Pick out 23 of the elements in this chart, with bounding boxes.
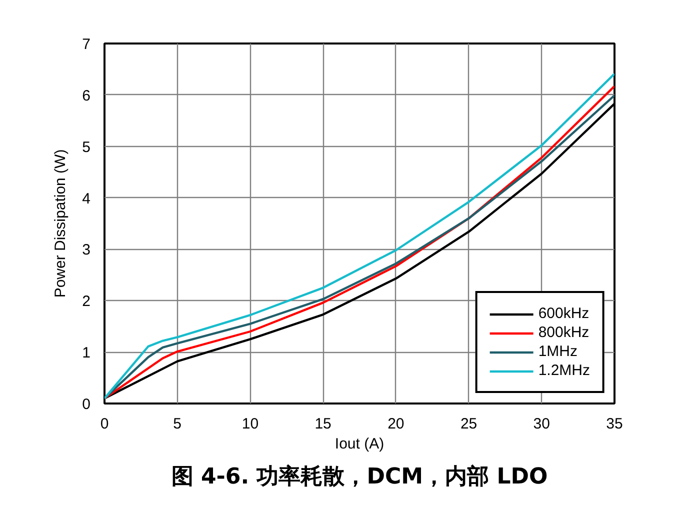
x-axis-title: Iout (A) — [334, 436, 384, 452]
x-tick-label: 15 — [314, 416, 332, 432]
y-tick-label: 1 — [82, 344, 90, 362]
y-tick-label: 7 — [82, 36, 90, 53]
x-tick-label: 30 — [533, 416, 550, 432]
text: 图 4-6. 功率耗散，DCM，内部 LDO — [171, 464, 548, 490]
legend-label: 1.2MHz — [538, 362, 590, 379]
y-tick-label: 5 — [82, 138, 90, 156]
x-tick-label: 35 — [606, 416, 623, 432]
x-tick-label: 5 — [173, 416, 182, 432]
y-tick-label: 3 — [82, 242, 90, 259]
y-tick-label: 0 — [82, 396, 90, 413]
y-tick-label: 6 — [82, 87, 90, 104]
y-axis-title: Power Dissipation (W) — [52, 149, 70, 298]
x-tick-label: 20 — [388, 416, 404, 432]
legend-label: 600kHz — [538, 305, 590, 322]
x-tick-label: 10 — [242, 416, 259, 432]
x-tick-label: 25 — [460, 416, 478, 432]
y-tick-label: 2 — [82, 293, 90, 310]
legend-label: 1MHz — [538, 343, 578, 360]
legend-label: 800kHz — [538, 324, 590, 341]
y-tick-label: 4 — [82, 190, 90, 208]
x-tick-label: 0 — [100, 416, 109, 432]
